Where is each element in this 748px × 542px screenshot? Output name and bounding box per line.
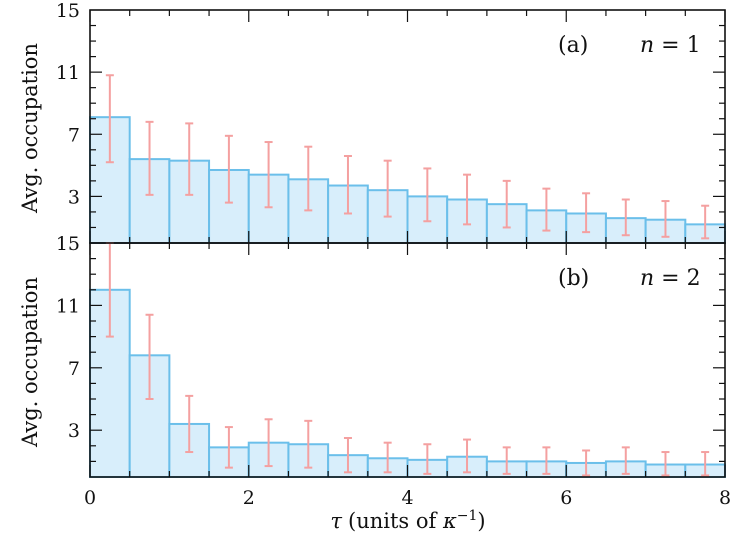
panel-b-error-bar-15	[701, 451, 710, 477]
panel-a-y-ticks: 3 7 11 15	[56, 0, 80, 208]
panel-a-error-bar-2	[185, 122, 194, 196]
panel-b-error-bar-4	[264, 418, 273, 468]
x-tick-label-4: 4	[401, 487, 413, 509]
panel-a-error-bar-5	[304, 145, 313, 212]
panel-b-error-bars	[105, 242, 710, 477]
x-tick-label-2: 2	[243, 487, 255, 509]
panel-b-y-tick-label-15: 15	[56, 233, 80, 255]
x-axis-label: τ (units of κ−1)	[330, 508, 485, 533]
panel-a-error-bar-15	[701, 204, 710, 240]
panel-b-error-bar-3	[224, 426, 233, 469]
panel-a-error-bar-0	[105, 74, 114, 164]
panel-a-error-bar-12	[582, 192, 591, 234]
x-tick-label-0: 0	[84, 487, 96, 509]
panel-a-n-eq: = 1	[654, 33, 700, 58]
panel-b-error-bar-1	[145, 313, 154, 400]
panel-b-error-bar-6	[343, 437, 352, 474]
panel-a-bars	[89, 116, 726, 245]
panel-b-y-axis-label: Avg. occupation	[18, 277, 42, 448]
panel-b-y-tick-label-11: 11	[56, 295, 80, 317]
panel-a-tag: (a)	[558, 33, 588, 58]
panel-b-error-bar-7	[383, 441, 392, 474]
panel-a-error-bar-6	[343, 155, 352, 215]
panel-a-error-bar-1	[145, 120, 154, 196]
panel-b-error-bar-13	[621, 446, 630, 475]
x-axis-label-close: )	[477, 509, 485, 533]
panel-a-y-tick-label-11: 11	[56, 62, 80, 84]
panel-a: 3 7 11 15 (a) n = 1 Avg. occupation	[18, 0, 726, 245]
x-tick-label-8: 8	[719, 487, 731, 509]
panel-b-error-bar-10	[502, 446, 511, 475]
x-ticks: 0 2 4 6 8	[84, 487, 731, 509]
panel-a-error-bar-14	[661, 200, 670, 238]
panel-b-error-bar-5	[304, 419, 313, 469]
panel-a-error-bar-4	[264, 141, 273, 209]
panel-b-error-bar-2	[185, 394, 194, 454]
panel-a-y-axis-label: Avg. occupation	[18, 43, 42, 214]
panel-a-n-var: n	[640, 33, 654, 58]
panel-a-error-bar-9	[463, 173, 472, 226]
panel-a-y-tick-label-15: 15	[56, 0, 80, 22]
panel-b-error-bar-12	[582, 449, 591, 477]
panel-a-error-bar-7	[383, 159, 392, 218]
x-axis-label-exponent: −1	[457, 508, 478, 524]
x-axis-label-tau: τ	[330, 509, 342, 533]
panel-b-error-bar-11	[542, 446, 551, 475]
panel-b-n-var: n	[640, 266, 654, 291]
x-axis-label-kappa: κ	[442, 509, 457, 533]
panel-a-y-tick-label-3: 3	[68, 186, 80, 208]
x-axis-label-text: (units of	[348, 509, 443, 533]
panel-b-tag: (b)	[558, 266, 589, 291]
panel-b-n-label: n = 2	[640, 266, 701, 291]
panel-a-error-bar-3	[224, 134, 233, 204]
panel-b-n-eq: = 2	[654, 266, 700, 291]
panel-b: 3 7 11 15 (b) n = 2 Avg. occupation	[18, 233, 726, 479]
x-tick-label-6: 6	[560, 487, 572, 509]
panel-b-y-ticks: 3 7 11 15	[56, 233, 80, 442]
panel-a-error-bar-8	[423, 167, 432, 223]
panel-b-error-bar-8	[423, 443, 432, 475]
panel-a-error-bars	[105, 74, 710, 240]
panel-a-n-label: n = 1	[640, 33, 701, 58]
panel-b-error-bar-14	[661, 451, 670, 477]
panel-a-error-bar-10	[502, 179, 511, 229]
panel-b-axes	[89, 242, 726, 478]
panel-a-y-tick-label-7: 7	[68, 124, 80, 146]
panel-a-error-bar-13	[621, 198, 630, 237]
panel-b-y-tick-label-7: 7	[68, 358, 80, 380]
panel-b-y-tick-label-3: 3	[68, 420, 80, 442]
panel-a-error-bar-11	[542, 187, 551, 232]
panel-b-bars	[89, 288, 726, 479]
panel-b-error-bar-9	[463, 438, 472, 474]
